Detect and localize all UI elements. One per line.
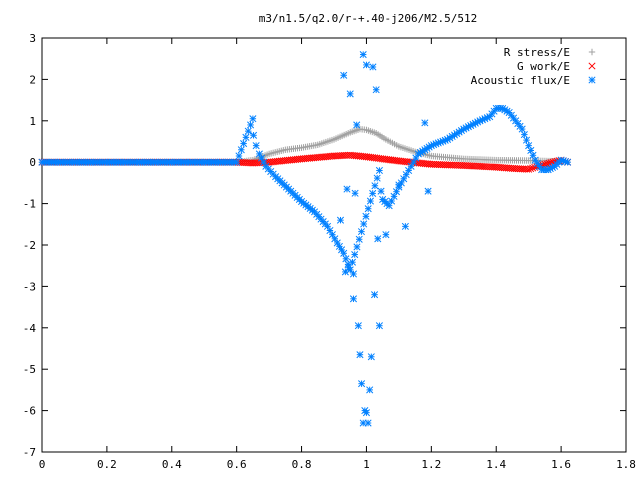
data-point (249, 115, 257, 123)
data-point (340, 249, 348, 257)
data-point (421, 119, 429, 127)
x-tick-label: 0.4 (162, 458, 182, 471)
data-point (237, 146, 245, 154)
data-point (424, 187, 432, 195)
y-tick-label: -6 (23, 405, 36, 418)
data-point (348, 258, 357, 266)
x-tick-label: 0.2 (97, 458, 117, 471)
data-point (362, 409, 370, 417)
data-point (342, 255, 350, 263)
y-tick-label: -2 (23, 239, 36, 252)
data-point (362, 61, 370, 69)
data-point (525, 165, 533, 173)
data-point (353, 243, 361, 251)
data-point (543, 160, 551, 168)
data-point (369, 63, 377, 71)
data-point (353, 121, 361, 129)
data-point (244, 127, 252, 135)
data-point (359, 51, 367, 59)
data-point (355, 235, 363, 243)
chart-title: m3/n1.5/q2.0/r-+.40-j206/M2.5/512 (259, 12, 478, 25)
data-point (235, 152, 243, 160)
data-point (518, 125, 526, 133)
data-point (382, 231, 390, 239)
data-point (252, 142, 260, 150)
y-tick-label: -5 (23, 363, 36, 376)
data-point (401, 222, 409, 230)
data-point (340, 71, 348, 79)
legend-label: R stress/E (504, 46, 570, 59)
data-point (359, 419, 367, 427)
data-point (343, 185, 351, 193)
x-tick-label: 0.6 (227, 458, 247, 471)
x-tick-label: 1.8 (616, 458, 636, 471)
y-tick-label: -4 (23, 322, 37, 335)
legend-label: G work/E (517, 60, 570, 73)
x-tick-label: 1 (363, 458, 370, 471)
x-tick-label: 0 (39, 458, 46, 471)
data-point (374, 235, 382, 243)
data-point (395, 181, 403, 189)
x-tick-label: 1.6 (551, 458, 571, 471)
data-point (351, 251, 359, 259)
data-point (360, 220, 368, 228)
x-tick-label: 1.2 (421, 458, 441, 471)
data-point (520, 131, 528, 139)
data-point (240, 140, 248, 148)
data-point (349, 270, 358, 278)
data-point (564, 158, 572, 166)
data-point (373, 174, 381, 182)
data-point (233, 158, 241, 166)
data-point (249, 131, 258, 139)
data-point (247, 121, 255, 129)
data-point (375, 322, 383, 330)
y-tick-label: 1 (29, 115, 36, 128)
y-tick-label: -3 (23, 280, 36, 293)
data-point (366, 386, 374, 394)
data-point (354, 322, 362, 330)
data-point (371, 291, 379, 299)
legend-marker (588, 48, 596, 56)
data-point (357, 228, 366, 236)
data-point (349, 295, 358, 303)
y-tick-label: 3 (29, 32, 36, 45)
data-point (242, 133, 250, 141)
legend-marker (588, 76, 596, 84)
y-tick-label: 2 (29, 73, 36, 86)
data-point (377, 187, 385, 195)
data-point (356, 351, 364, 359)
data-point (362, 212, 370, 220)
data-point (346, 90, 354, 98)
y-tick-label: 0 (29, 156, 36, 169)
data-point (351, 189, 359, 197)
data-point (367, 353, 375, 361)
data-point (336, 216, 345, 224)
data-point (345, 264, 353, 272)
axis-ticks: 0 0.2 0.4 0.6 0.8 1 1.2 1.4 1.6 1.8 3 2 1 0 -1 -2 -3 -4 -5… (23, 32, 636, 471)
data-point (369, 189, 377, 197)
x-tick-label: 0.8 (292, 458, 312, 471)
data-point (527, 165, 535, 173)
data-point (522, 136, 531, 144)
data-point (358, 380, 366, 388)
y-tick-label: -1 (23, 198, 36, 211)
legend-marker (588, 62, 596, 70)
data-point (364, 205, 372, 213)
series-2-extra (341, 187, 432, 427)
data-marks (38, 51, 572, 427)
plot-frame (41, 37, 627, 453)
data-point (366, 197, 374, 205)
data-point (371, 182, 379, 190)
data-point (375, 166, 383, 175)
legend-label: Acoustic flux/E (471, 74, 570, 87)
data-point (541, 160, 549, 168)
data-point (372, 86, 380, 94)
y-tick-label: -7 (23, 446, 36, 459)
series-2 (38, 51, 572, 394)
data-point (341, 268, 349, 276)
x-tick-label: 1.4 (486, 458, 506, 471)
